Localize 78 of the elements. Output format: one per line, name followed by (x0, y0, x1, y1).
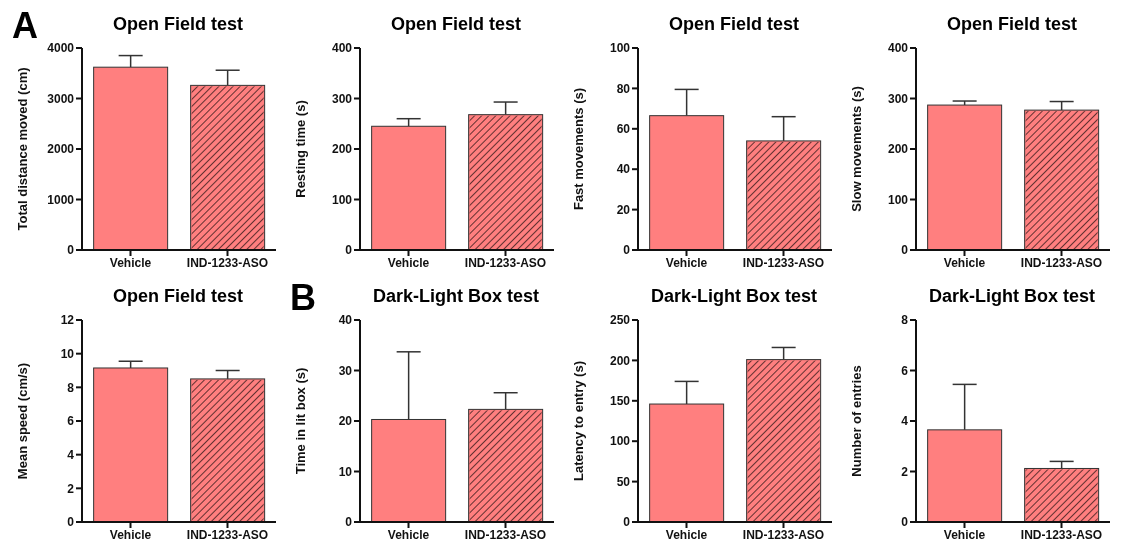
x-tick-label: IND-1233-ASO (464, 527, 547, 542)
y-tick-label: 150 (609, 394, 631, 409)
x-tick-label: Vehicle (943, 527, 986, 542)
y-tick-label: 20 (338, 414, 353, 429)
y-tick-label: 200 (331, 142, 353, 157)
text: B (290, 277, 316, 318)
y-tick-label: 2 (67, 481, 75, 496)
x-tick-label: IND-1233-ASO (1020, 255, 1103, 270)
y-tick-label: 50 (616, 474, 631, 489)
y-tick-label: 1000 (47, 192, 75, 207)
y-tick-label: 300 (887, 91, 909, 106)
y-tick-label: 4000 (47, 41, 75, 56)
x-tick-label: Vehicle (665, 255, 708, 270)
y-tick-label: 0 (901, 243, 909, 258)
x-tick-label: Vehicle (943, 255, 986, 270)
y-tick-label: 100 (887, 192, 909, 207)
y-tick-label: 100 (609, 434, 631, 449)
x-tick-label: Vehicle (387, 255, 430, 270)
chart-title: Open Field test (946, 14, 1078, 35)
y-tick-label: 40 (616, 162, 631, 177)
x-tick-label: IND-1233-ASO (186, 255, 269, 270)
x-tick-label: Vehicle (665, 527, 708, 542)
x-tick-label: Vehicle (109, 255, 152, 270)
y-tick-label: 12 (60, 313, 75, 328)
y-tick-label: 200 (887, 142, 909, 157)
chart-title: Open Field test (390, 14, 522, 35)
x-tick-label: IND-1233-ASO (1020, 527, 1103, 542)
chart-title: Open Field test (112, 14, 244, 35)
y-tick-label: 4 (901, 414, 909, 429)
y-tick-label: 6 (901, 363, 909, 378)
y-tick-label: 40 (338, 313, 353, 328)
y-tick-label: 8 (901, 313, 909, 328)
y-tick-label: 80 (616, 81, 631, 96)
y-axis-title: Latency to entry (s) (570, 361, 586, 481)
y-tick-label: 100 (331, 192, 353, 207)
y-axis-title: Time in lit box (s) (292, 367, 308, 475)
chart-title: Dark-Light Box test (928, 286, 1096, 307)
y-axis-title: Total distance moved (cm) (14, 67, 30, 231)
y-tick-label: 30 (338, 363, 353, 378)
y-tick-label: 60 (616, 122, 631, 137)
y-tick-label: 4 (67, 447, 75, 462)
y-tick-label: 200 (609, 353, 631, 368)
y-tick-label: 2 (901, 464, 909, 479)
chart-title: Dark-Light Box test (650, 286, 818, 307)
x-tick-label: Vehicle (109, 527, 152, 542)
y-tick-label: 400 (887, 41, 909, 56)
y-tick-label: 20 (616, 202, 631, 217)
y-axis-title: Resting time (s) (292, 100, 308, 198)
chart-title: Dark-Light Box test (372, 286, 540, 307)
y-tick-label: 0 (623, 243, 631, 258)
y-tick-label: 0 (345, 243, 353, 258)
y-tick-label: 6 (67, 414, 75, 429)
y-tick-label: 100 (609, 41, 631, 56)
y-axis-title: Number of entries (848, 365, 864, 477)
x-tick-label: IND-1233-ASO (464, 255, 547, 270)
y-tick-label: 10 (338, 464, 353, 479)
y-tick-label: 300 (331, 91, 353, 106)
chart-title: Open Field test (668, 14, 800, 35)
y-tick-label: 0 (901, 515, 909, 530)
chart-title: Open Field test (112, 286, 244, 307)
y-tick-label: 3000 (47, 91, 75, 106)
y-axis-title: Mean speed (cm/s) (14, 362, 30, 480)
y-axis-title: Fast movements (s) (570, 87, 586, 211)
x-tick-label: IND-1233-ASO (186, 527, 269, 542)
text: A (12, 5, 38, 46)
y-tick-label: 8 (67, 380, 75, 395)
y-tick-label: 0 (67, 243, 75, 258)
y-tick-label: 0 (67, 515, 75, 530)
y-tick-label: 10 (60, 346, 75, 361)
y-tick-label: 2000 (47, 142, 75, 157)
x-tick-label: Vehicle (387, 527, 430, 542)
y-axis-title: Slow movements (s) (848, 86, 864, 212)
x-tick-label: IND-1233-ASO (742, 527, 825, 542)
y-tick-label: 400 (331, 41, 353, 56)
y-tick-label: 0 (345, 515, 353, 530)
y-tick-label: 0 (623, 515, 631, 530)
x-tick-label: IND-1233-ASO (742, 255, 825, 270)
y-tick-label: 250 (609, 313, 631, 328)
